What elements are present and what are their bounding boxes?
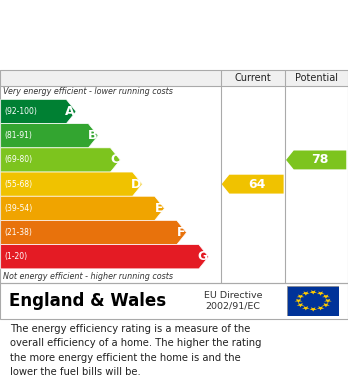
Polygon shape (1, 196, 164, 221)
Polygon shape (302, 291, 310, 296)
Text: (21-38): (21-38) (4, 228, 32, 237)
Text: G: G (197, 250, 207, 263)
Polygon shape (302, 306, 310, 310)
Text: (55-68): (55-68) (4, 179, 32, 188)
Polygon shape (296, 303, 304, 307)
Polygon shape (324, 299, 332, 303)
Text: (69-80): (69-80) (4, 156, 32, 165)
Text: (92-100): (92-100) (4, 107, 37, 116)
Polygon shape (296, 294, 304, 299)
Polygon shape (1, 172, 142, 196)
Text: (81-91): (81-91) (4, 131, 32, 140)
Bar (0, 70, 348, 86)
Polygon shape (295, 299, 302, 303)
Text: Potential: Potential (295, 73, 338, 83)
Text: Not energy efficient - higher running costs: Not energy efficient - higher running co… (3, 272, 174, 281)
Text: England & Wales: England & Wales (9, 292, 166, 310)
Polygon shape (286, 151, 346, 169)
Polygon shape (1, 124, 98, 148)
Text: F: F (177, 226, 185, 239)
Polygon shape (322, 303, 330, 307)
Polygon shape (309, 290, 317, 294)
Polygon shape (222, 175, 284, 194)
Polygon shape (317, 306, 324, 310)
Text: 64: 64 (248, 178, 265, 191)
Text: C: C (110, 153, 119, 167)
Text: Energy Efficiency Rating: Energy Efficiency Rating (9, 47, 211, 62)
Polygon shape (317, 291, 324, 296)
Text: Current: Current (235, 73, 271, 83)
Text: (39-54): (39-54) (4, 204, 32, 213)
Polygon shape (309, 307, 317, 312)
Text: The energy efficiency rating is a measure of the
overall efficiency of a home. T: The energy efficiency rating is a measur… (10, 324, 262, 377)
Text: EU Directive
2002/91/EC: EU Directive 2002/91/EC (204, 291, 262, 310)
Polygon shape (1, 221, 187, 245)
Polygon shape (1, 148, 120, 172)
Text: A: A (65, 105, 75, 118)
Polygon shape (1, 245, 209, 269)
Text: D: D (131, 178, 141, 191)
Text: B: B (88, 129, 97, 142)
Polygon shape (322, 294, 330, 299)
Text: Very energy efficient - lower running costs: Very energy efficient - lower running co… (3, 87, 173, 96)
Text: 78: 78 (311, 153, 329, 167)
Text: E: E (155, 202, 164, 215)
Text: (1-20): (1-20) (4, 252, 27, 261)
Polygon shape (1, 99, 76, 124)
